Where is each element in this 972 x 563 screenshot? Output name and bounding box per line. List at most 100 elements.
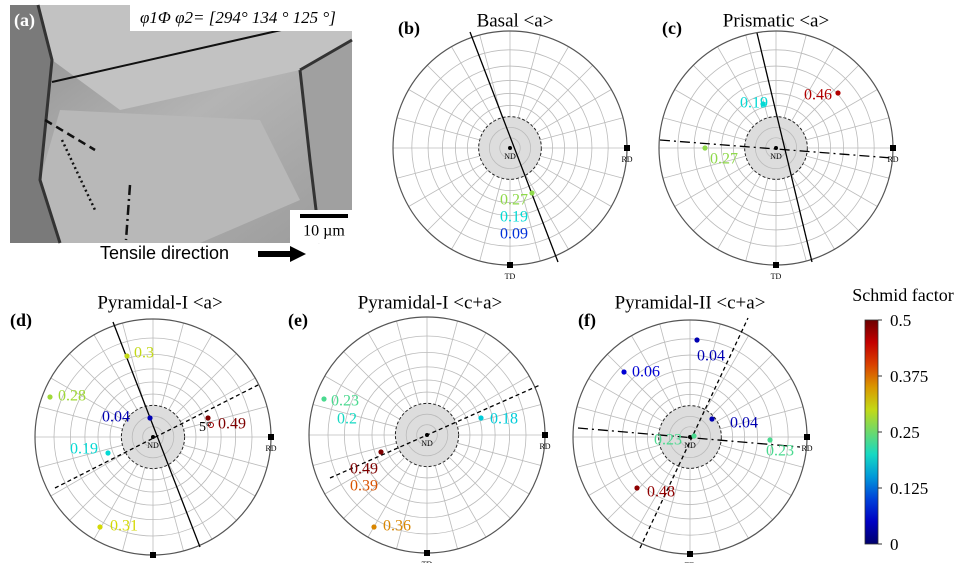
grid-radial <box>540 118 623 140</box>
grid-radial <box>693 170 754 231</box>
pole-dot <box>694 337 699 342</box>
schmid-label: 0.36 <box>383 518 411 535</box>
td-label: TD <box>505 272 516 281</box>
grid-radial <box>435 466 457 549</box>
colorbar-tick-label: 0.125 <box>890 479 928 498</box>
nd-label: ND <box>147 441 159 450</box>
panel-label: (b) <box>398 18 420 39</box>
schmid-label: 0.19 <box>500 209 528 226</box>
grid-radial <box>458 443 541 465</box>
panel-title: Pyramidal-II <c+a> <box>615 292 766 313</box>
grid-radial <box>175 354 236 415</box>
grid-radial <box>663 118 746 140</box>
schmid-label: 0.06 <box>632 364 660 381</box>
center-dot <box>151 435 155 439</box>
schmid-label: 0.2 <box>337 411 357 428</box>
grid-radial <box>518 35 540 118</box>
grid-radial <box>660 324 682 407</box>
schmid-label: 0.49 <box>350 461 378 478</box>
pole-dot <box>634 485 639 490</box>
grid-radial <box>577 407 660 429</box>
grid-radial <box>161 468 183 551</box>
tensile-label: Tensile direction <box>100 243 229 263</box>
pole-dot <box>97 524 102 529</box>
schmid-label: 0.04 <box>102 409 130 426</box>
grid-radial <box>184 445 267 467</box>
schmid-label: 0.27 <box>500 192 528 209</box>
grid-radial <box>396 466 418 549</box>
center-dot <box>508 146 512 150</box>
grid-radial <box>427 65 488 126</box>
nd-label: ND <box>684 441 696 450</box>
schmid-label: 0.3 <box>134 345 154 362</box>
pole-dot <box>47 394 52 399</box>
rd-label: RD <box>801 444 812 453</box>
grid-radial <box>698 324 720 407</box>
schmid-label: 0.23 <box>654 432 682 449</box>
colorbar <box>865 320 878 544</box>
schmid-label: 0.48 <box>647 484 675 501</box>
pole-dot <box>378 449 383 454</box>
grid-radial <box>806 118 889 140</box>
center-dot <box>688 435 692 439</box>
axis-marker <box>150 552 156 558</box>
panel-label: (f) <box>578 310 596 331</box>
panel-title: Pyramidal-I <c+a> <box>358 292 503 313</box>
axis-marker <box>268 434 274 440</box>
axis-marker <box>773 262 779 268</box>
grid-radial <box>698 467 720 550</box>
schmid-label: 0.27 <box>710 151 738 168</box>
grid-radial <box>427 170 488 231</box>
grid-radial <box>540 156 623 178</box>
center-dot <box>425 433 429 437</box>
scale-bar-label: 10 µm <box>303 223 345 240</box>
grid-radial <box>712 459 773 520</box>
rd-label: RD <box>265 444 276 453</box>
colorbar-title: Schmid factor <box>852 285 953 305</box>
panel-title: Pyramidal-I <a> <box>97 292 222 313</box>
schmid-label: 0.31 <box>110 518 138 535</box>
schmid-label: 0.46 <box>804 87 832 104</box>
grid-radial <box>122 468 144 551</box>
grid-radial <box>449 457 510 518</box>
grid-radial <box>746 178 768 261</box>
nd-label: ND <box>504 152 516 161</box>
colorbar-tick-label: 0 <box>890 535 899 554</box>
colorbar-tick-label: 0.375 <box>890 367 928 386</box>
pole-dot <box>147 415 152 420</box>
sem-image <box>10 5 352 262</box>
axis-marker <box>687 551 693 557</box>
axis-marker <box>424 550 430 556</box>
grid-radial <box>798 170 859 231</box>
schmid-label: 0.04 <box>697 348 725 365</box>
panel-label: (c) <box>662 18 682 39</box>
panel-title: Prismatic <a> <box>723 10 829 31</box>
pole-dot <box>105 450 110 455</box>
grid-radial <box>70 459 131 520</box>
pole-dot <box>691 433 696 438</box>
panel-label: (a) <box>14 10 35 31</box>
colorbar-tick-label: 0.5 <box>890 311 911 330</box>
grid-radial <box>161 323 183 406</box>
axis-marker <box>624 145 630 151</box>
euler-angles: φ1Φ φ2= [294° 134 ° 125 °] <box>140 8 336 27</box>
schmid-label: 0.19 <box>740 95 768 112</box>
schmid-label: 0.09 <box>500 226 528 243</box>
panel-label: (d) <box>10 310 32 331</box>
pole-dot <box>835 90 840 95</box>
panel-title: Basal <a> <box>477 10 554 31</box>
nd-label: ND <box>770 152 782 161</box>
axis-marker <box>507 262 513 268</box>
grid-radial <box>397 156 480 178</box>
pole-dot <box>478 415 483 420</box>
rd-label: RD <box>539 442 550 451</box>
schmid-label: 0.49 <box>218 416 246 433</box>
grid-radial <box>532 65 593 126</box>
schmid-label: 0.23 <box>766 443 794 460</box>
axis-marker <box>542 432 548 438</box>
schmid-label: 0.28 <box>58 388 86 405</box>
rd-label: RD <box>887 155 898 164</box>
